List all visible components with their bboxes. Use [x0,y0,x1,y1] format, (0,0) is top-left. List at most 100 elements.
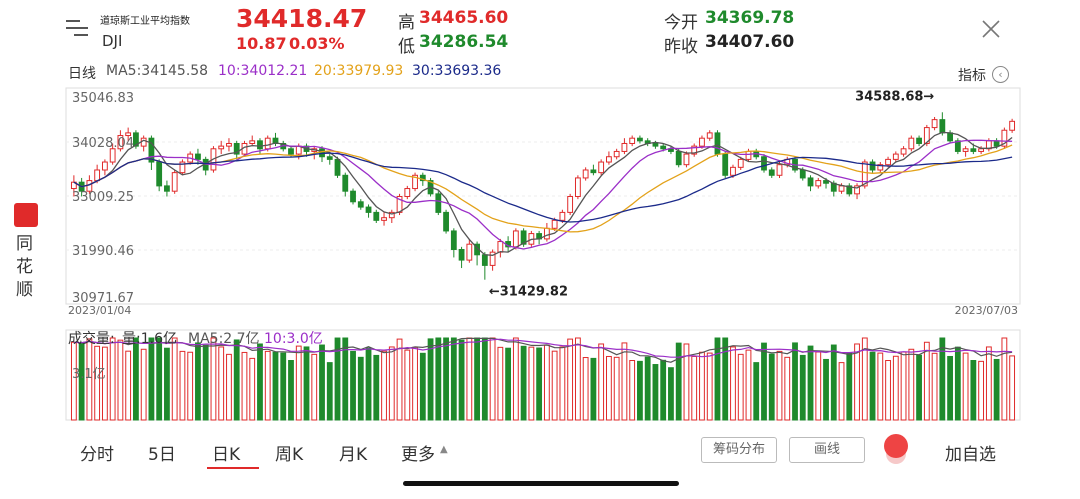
candle-body [637,137,643,142]
volume-bar [458,339,465,421]
volume-bar [1009,355,1016,421]
candle-body [877,164,884,171]
record-icon[interactable] [884,434,908,458]
volume-value: 量:1.6亿 [122,331,177,347]
volume-bar [357,356,364,421]
candle-body [954,140,961,152]
volume-bar [133,337,139,421]
open-label: 今开 [664,13,698,33]
volume-bar [644,356,651,421]
chip-distribution-button[interactable]: 筹码分布 [701,437,777,463]
candle-body [94,169,101,182]
add-watchlist-button[interactable]: 加自选 [945,445,996,465]
volume-bar [350,350,356,421]
tab-weekly-k[interactable]: 周K [275,445,304,465]
candle-body [404,188,411,197]
candle-body [195,153,201,160]
candle-body [466,243,473,261]
volume-bar [257,343,263,421]
volume-bar [699,351,705,421]
volume-bar [892,355,899,421]
tab-5day[interactable]: 5日 [148,445,176,465]
volume-bar [660,359,667,421]
volume-bar [179,350,186,421]
home-indicator [403,481,679,486]
volume-bar [156,337,163,421]
side-brand[interactable]: 同花顺 [16,234,33,300]
volume-bar [187,351,194,421]
volume-bar [714,337,721,421]
candle-body [699,137,705,147]
volume-bar [249,357,256,421]
ma30-line [73,152,1013,223]
ma5-line [73,131,1013,256]
indicator-label[interactable]: 指标 [958,68,986,84]
volume-bar [613,356,620,421]
volume-bar [869,351,876,421]
candle-body [714,132,721,155]
volume-bar [985,346,992,421]
candle-body [543,227,550,240]
app-logo-icon[interactable] [14,203,38,227]
volume-bar [295,345,302,421]
volume-bar [536,347,543,421]
last-price: 34418.47 [236,4,368,33]
y-tick-label: 34028.04 [72,136,134,151]
caret-up-icon[interactable]: ▲ [440,444,448,455]
volume-bar [706,352,713,421]
ma10-line [73,139,1013,250]
candle-body [117,135,124,150]
volume-bar [272,351,279,421]
volume-bar [768,353,775,421]
candle-body [745,150,752,160]
candle-body [489,251,496,266]
candle-body [582,169,589,179]
candle-body [264,137,271,150]
candle-body [179,161,186,174]
candle-body [101,161,108,171]
candle-body [559,211,566,221]
volume-bar [365,347,372,421]
volume-bar [512,337,519,421]
candle-body [815,180,822,187]
close-icon[interactable] [980,18,1002,40]
volume-bar [164,347,170,421]
volume-bar [373,354,380,421]
volume-bar [280,352,287,421]
tab-intraday[interactable]: 分时 [80,445,114,465]
chevron-left-icon[interactable]: ‹ [992,66,1009,83]
candle-body [326,156,333,160]
volume-bar [551,350,558,421]
volume-bar [140,348,147,421]
menu-icon[interactable] [66,20,88,40]
volume-bar [528,346,535,421]
volume-bar [233,339,240,421]
volume-bar [288,360,294,421]
volume-bar [877,352,884,421]
candle-body [1001,129,1008,147]
volume-bar [652,364,659,421]
tab-more[interactable]: 更多 [401,445,435,465]
candle-body [730,166,736,176]
candle-body [621,142,628,152]
volume-bar [264,350,271,421]
period-label: 日线 [68,66,96,82]
index-code: DJI [102,32,123,50]
tab-monthly-k[interactable]: 月K [339,445,368,465]
candle-body [683,153,690,166]
volume-bar [582,357,589,421]
volume-bar [683,343,690,421]
volume-bar [574,337,581,421]
candle-body [869,161,876,171]
candle-body [435,193,442,213]
volume-bar [559,346,566,421]
candle-body [947,132,953,142]
candle-body [993,140,1000,147]
ma20-value: 20:33979.93 [314,63,404,79]
volume-bar [543,344,550,421]
volume-bar [419,352,426,421]
volume-bar [962,352,969,421]
draw-line-button[interactable]: 画线 [789,437,865,463]
tab-daily-k[interactable]: 日K [212,445,241,465]
